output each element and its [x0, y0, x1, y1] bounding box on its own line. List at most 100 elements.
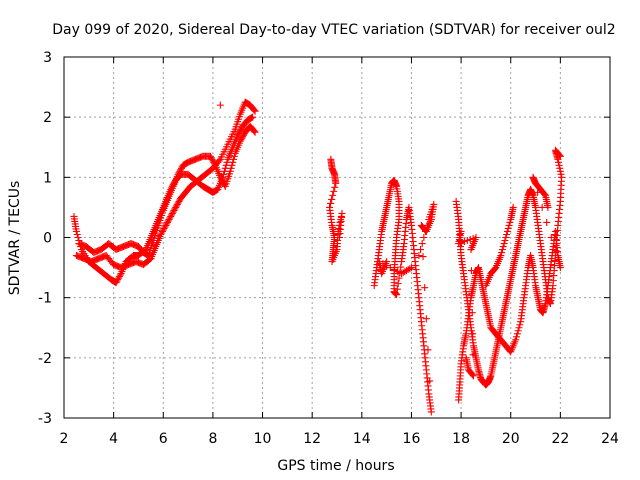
data-point-marker	[541, 190, 549, 198]
data-point-marker	[175, 197, 183, 205]
x-tick-label: 24	[601, 431, 619, 447]
data-point-marker	[249, 113, 257, 121]
data-point-marker	[513, 333, 521, 341]
data-point-marker	[157, 230, 165, 238]
data-point-marker	[425, 215, 433, 223]
data-point-marker	[418, 240, 426, 248]
data-point-marker	[393, 285, 401, 293]
data-point-marker	[331, 183, 339, 191]
data-point-marker	[175, 169, 183, 177]
data-point-marker	[500, 240, 508, 248]
data-point-marker	[469, 371, 477, 379]
data-point-marker	[556, 152, 564, 160]
data-point-marker	[468, 288, 476, 296]
data-point-marker	[215, 157, 223, 165]
data-point-marker	[159, 226, 167, 234]
data-point-marker	[327, 199, 335, 207]
data-point-marker	[422, 315, 430, 323]
data-point-marker	[250, 127, 258, 135]
data-point-marker	[420, 234, 428, 241]
data-point-marker	[467, 267, 475, 275]
data-point-marker	[226, 167, 234, 175]
data-point-marker	[516, 321, 524, 329]
data-point-marker	[177, 164, 185, 172]
data-point-marker	[239, 133, 247, 141]
data-point-marker	[168, 211, 176, 219]
data-point-marker	[397, 263, 405, 271]
data-point-marker	[216, 173, 224, 181]
data-point-marker	[469, 351, 477, 359]
series-track-b	[72, 98, 259, 272]
data-point-marker	[163, 218, 171, 226]
data-point-marker	[177, 166, 185, 174]
data-point-marker	[558, 173, 566, 181]
data-point-marker	[394, 268, 402, 276]
data-point-marker	[174, 170, 182, 178]
data-point-marker	[395, 274, 403, 282]
data-point-marker	[163, 220, 171, 228]
data-point-marker	[209, 157, 217, 165]
data-point-marker	[173, 200, 181, 208]
data-point-marker	[503, 227, 511, 235]
y-tick-label: 0	[43, 231, 52, 247]
data-point-marker	[172, 203, 180, 211]
data-point-marker	[112, 279, 120, 287]
data-point-marker	[499, 243, 507, 251]
data-point-marker	[426, 377, 434, 385]
data-point-marker	[515, 324, 523, 332]
x-tick-label: 12	[303, 431, 321, 447]
data-point-marker	[423, 221, 431, 229]
data-point-marker	[250, 106, 258, 114]
axis-ticks	[63, 56, 611, 419]
data-point-marker	[174, 199, 182, 207]
data-point-marker	[469, 330, 477, 338]
data-point-marker	[162, 221, 170, 229]
x-tick-label: 22	[551, 431, 569, 447]
data-point-marker	[230, 152, 238, 160]
data-point-marker	[466, 236, 474, 244]
data-point-marker	[328, 195, 336, 203]
data-point-marker	[407, 264, 415, 272]
data-point-marker	[457, 227, 465, 235]
data-point-marker	[173, 202, 181, 210]
x-tick-label: 4	[109, 431, 118, 447]
data-point-marker	[555, 158, 563, 166]
data-point-marker	[227, 164, 235, 172]
data-point-marker	[556, 264, 564, 272]
y-tick-label: 2	[43, 110, 52, 126]
data-point-marker	[422, 227, 430, 235]
data-point-marker	[390, 266, 398, 274]
data-point-marker	[230, 155, 238, 163]
data-point-marker	[237, 136, 245, 144]
data-point-marker	[383, 262, 391, 270]
data-point-marker	[220, 181, 228, 189]
y-tick-label: 1	[43, 170, 52, 186]
data-point-marker	[503, 230, 511, 238]
data-point-marker	[332, 179, 340, 187]
data-point-marker	[228, 161, 236, 169]
grid-lines	[64, 57, 610, 418]
data-point-marker	[116, 271, 124, 279]
data-point-marker	[556, 151, 564, 159]
y-tick-label: -3	[38, 411, 52, 427]
data-point-marker	[394, 280, 402, 288]
data-point-marker	[251, 107, 259, 115]
data-point-marker	[544, 203, 552, 211]
chart-title: Day 099 of 2020, Sidereal Day-to-day VTE…	[52, 22, 615, 38]
data-point-marker	[393, 291, 401, 299]
data-point-marker	[506, 218, 514, 226]
x-tick-label: 14	[353, 431, 371, 447]
data-point-marker	[557, 170, 565, 178]
data-point-marker	[176, 167, 184, 175]
data-point-marker	[158, 227, 166, 235]
data-point-marker	[72, 227, 80, 235]
y-tick-labels: -3 -2 -1 0 1 2 3	[38, 50, 52, 427]
series-track-e	[370, 176, 438, 416]
data-point-marker	[161, 223, 169, 231]
data-point-marker	[421, 284, 429, 292]
data-point-marker	[170, 206, 178, 214]
data-point-marker	[427, 408, 435, 416]
data-point-marker	[498, 246, 506, 254]
data-point-marker	[113, 277, 121, 285]
data-point-marker	[552, 249, 560, 257]
